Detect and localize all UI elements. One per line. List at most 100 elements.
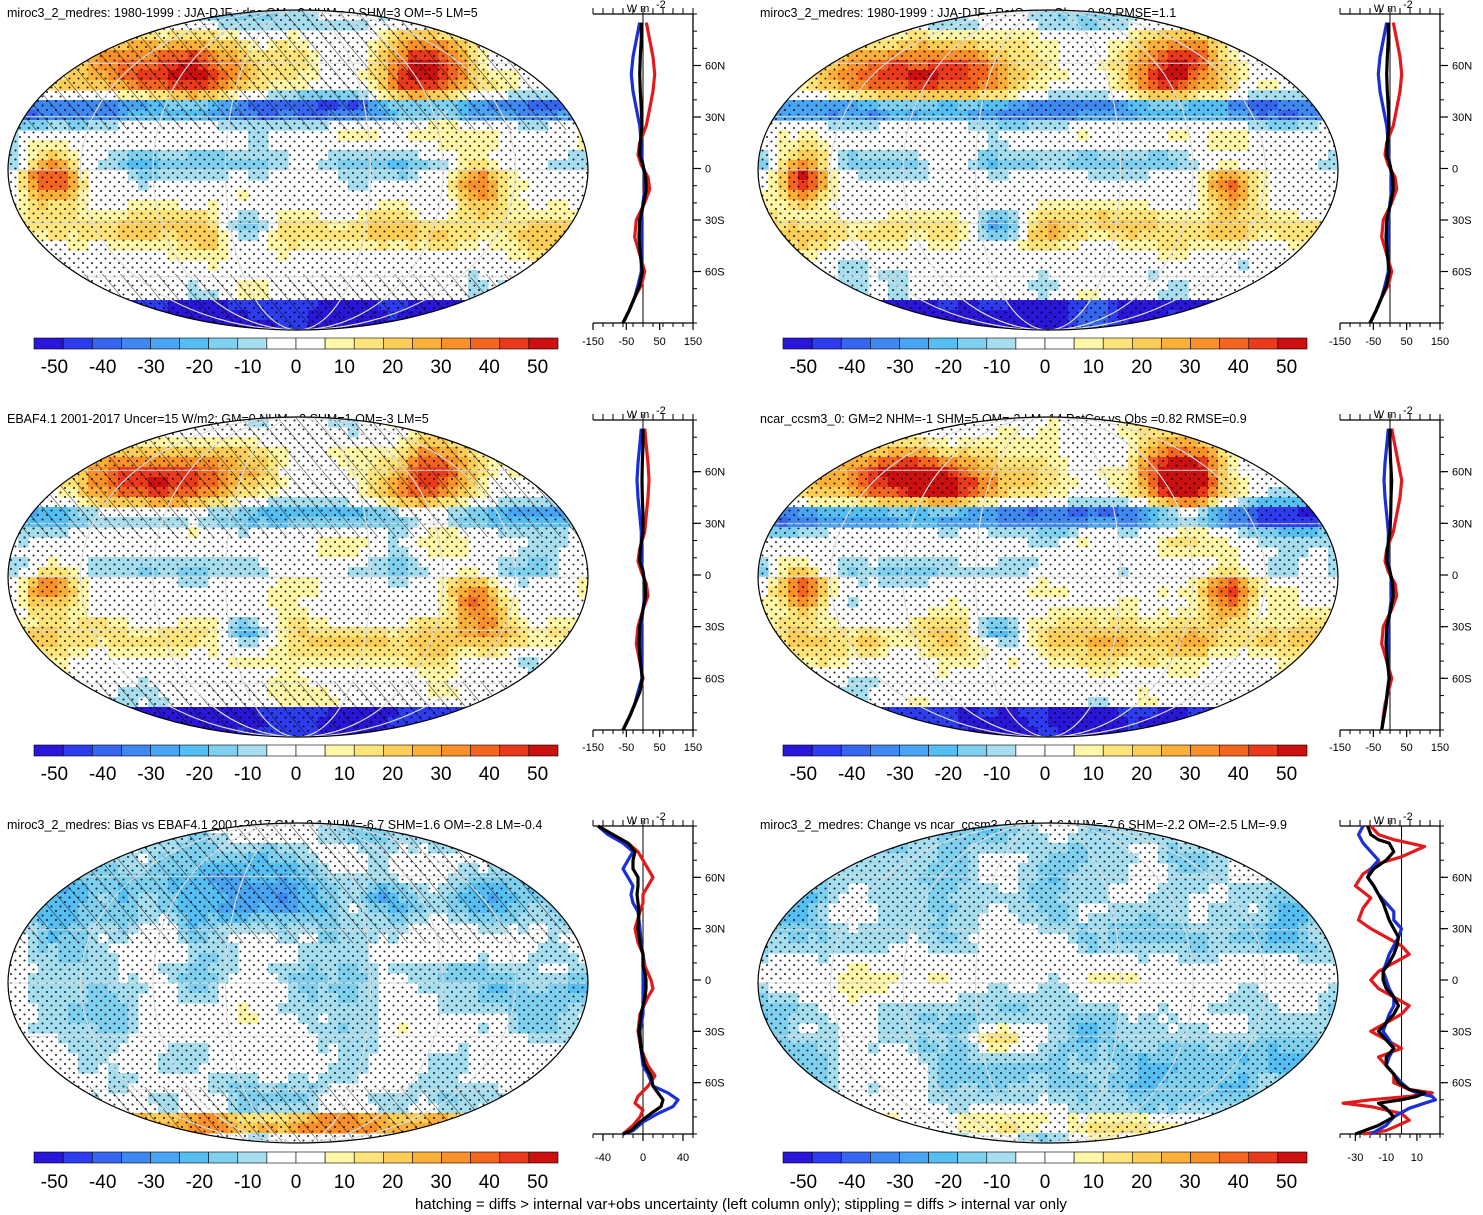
colorbar-bin bbox=[121, 1151, 151, 1164]
colorbar-tick-label: 0 bbox=[291, 1172, 302, 1193]
zonal-unit-label: W m bbox=[1374, 815, 1397, 827]
colorbar: -50 -40 -30 -20 -10 0 10 20 30 40 50 bbox=[33, 337, 559, 378]
colorbar-tick-label: -40 bbox=[89, 1172, 116, 1193]
colorbar-bin bbox=[499, 744, 530, 757]
colorbar: -50 -40 -30 -20 -10 0 10 20 30 40 50 bbox=[782, 1151, 1308, 1193]
colorbar-bin bbox=[62, 337, 93, 350]
zonal-lat-label: 30N bbox=[1452, 112, 1472, 124]
colorbar-bin bbox=[91, 1151, 122, 1164]
zonal-line-black bbox=[597, 824, 665, 1136]
colorbar-tick-label: 30 bbox=[1179, 357, 1200, 378]
colorbar-bin bbox=[383, 1151, 413, 1164]
colorbar-bin bbox=[1102, 744, 1133, 757]
colorbar-bin bbox=[237, 337, 268, 350]
colorbar-bin bbox=[1219, 744, 1250, 757]
zonal-x-tick-label: 150 bbox=[1431, 336, 1449, 348]
colorbar-bin bbox=[150, 337, 180, 350]
colorbar-bin bbox=[383, 744, 413, 757]
colorbar-tick-label: 40 bbox=[479, 764, 500, 785]
zonal-lat-label: 30S bbox=[705, 1026, 725, 1038]
zonal-lat-label: 30S bbox=[705, 215, 725, 227]
colorbar-bin bbox=[412, 744, 442, 757]
colorbar-bin bbox=[870, 744, 900, 757]
colorbar-bin bbox=[1161, 744, 1191, 757]
colorbar-tick-label: 50 bbox=[1276, 764, 1297, 785]
colorbar-bin bbox=[1277, 744, 1308, 757]
hatching bbox=[8, 823, 588, 943]
zonal-lat-label: 30N bbox=[1452, 518, 1472, 530]
colorbar-tick-label: 40 bbox=[1228, 764, 1249, 785]
colorbar-tick-label: -10 bbox=[983, 357, 1010, 378]
zonal-line-black bbox=[1380, 428, 1395, 731]
colorbar-bin bbox=[1044, 337, 1075, 350]
zonal-x-tick-label: 10 bbox=[1411, 1152, 1423, 1164]
zonal-x-tick-label: 50 bbox=[654, 336, 666, 348]
zonal-lat-label: 60N bbox=[1452, 61, 1472, 73]
colorbar-bin bbox=[1190, 337, 1220, 350]
colorbar: -50 -40 -30 -20 -10 0 10 20 30 40 50 bbox=[33, 744, 559, 785]
colorbar-bin bbox=[928, 337, 958, 350]
zonal-x-tick-label: -40 bbox=[595, 1152, 611, 1164]
zonal-mean-plot: -150 -50 50 150 W m -2 60N 30N 0 30S 60S bbox=[582, 0, 725, 348]
zonal-x-tick-label: 50 bbox=[654, 742, 666, 754]
colorbar-tick-label: -10 bbox=[983, 764, 1010, 785]
zonal-lat-label: 30N bbox=[705, 112, 725, 124]
colorbar-bin bbox=[1190, 744, 1220, 757]
map-border bbox=[7, 416, 589, 738]
colorbar-bin bbox=[957, 337, 988, 350]
colorbar-bin bbox=[1132, 1151, 1162, 1164]
zonal-lat-label: 30S bbox=[705, 622, 725, 634]
hatching bbox=[8, 10, 588, 130]
colorbar-tick-label: -40 bbox=[838, 357, 865, 378]
zonal-lat-label: 60N bbox=[705, 467, 725, 479]
colorbar: -50 -40 -30 -20 -10 0 10 20 30 40 50 bbox=[33, 1151, 559, 1193]
zonal-lat-label: 60N bbox=[705, 61, 725, 73]
zonal-lat-label: 60S bbox=[705, 267, 725, 279]
colorbar-tick-label: -30 bbox=[137, 1172, 164, 1193]
colorbar-bin bbox=[91, 337, 122, 350]
map-border bbox=[757, 416, 1339, 738]
colorbar-bin bbox=[470, 744, 501, 757]
map-field bbox=[8, 417, 588, 737]
colorbar-bin bbox=[208, 1151, 239, 1164]
zonal-lat-label: 30S bbox=[1452, 215, 1472, 227]
colorbar-bin bbox=[528, 744, 559, 757]
zonal-mean-plot: -30 -10 10 W m -2 60N 30N 0 30S 60S bbox=[1339, 811, 1472, 1164]
colorbar-tick-label: -50 bbox=[41, 764, 68, 785]
colorbar-bin bbox=[811, 744, 842, 757]
colorbar-tick-label: 10 bbox=[334, 1172, 355, 1193]
zonal-x-tick-label: -150 bbox=[1329, 336, 1351, 348]
colorbar-bin bbox=[1102, 337, 1133, 350]
colorbar-tick-label: 10 bbox=[1083, 764, 1104, 785]
zonal-line-black bbox=[621, 428, 648, 731]
map-field bbox=[758, 823, 1338, 1143]
colorbar-bin bbox=[266, 337, 297, 350]
zonal-lat-label: 30N bbox=[705, 518, 725, 530]
colorbar-bin bbox=[1015, 1151, 1046, 1164]
colorbar-bin bbox=[928, 744, 958, 757]
colorbar-bin bbox=[1132, 337, 1162, 350]
zonal-lat-label: 60N bbox=[1452, 872, 1472, 884]
colorbar-bin bbox=[782, 337, 813, 350]
colorbar-bin bbox=[33, 744, 64, 757]
colorbar-tick-label: 40 bbox=[479, 1172, 500, 1193]
panel-bottom-left: miroc3_2_medres: Bias vs EBAF4.1 2001-20… bbox=[7, 811, 725, 1193]
zonal-lat-label: 0 bbox=[1452, 570, 1458, 582]
panel-middle-left: EBAF4.1 2001-2017 Uncer=15 W/m2: GM=0 NH… bbox=[7, 405, 725, 785]
zonal-unit-exponent: -2 bbox=[1403, 811, 1413, 823]
colorbar-tick-label: 30 bbox=[430, 764, 451, 785]
colorbar-bin bbox=[840, 337, 871, 350]
colorbar-tick-label: -20 bbox=[186, 1172, 213, 1193]
colorbar-bin bbox=[1161, 337, 1191, 350]
zonal-x-tick-label: -150 bbox=[582, 742, 604, 754]
zonal-unit-exponent: -2 bbox=[656, 811, 666, 823]
zonal-lat-label: 30N bbox=[1452, 924, 1472, 936]
colorbar-bin bbox=[121, 337, 151, 350]
map-field bbox=[758, 417, 1338, 737]
colorbar-bin bbox=[324, 337, 355, 350]
zonal-x-tick-label: -50 bbox=[618, 742, 634, 754]
panel-top-left: miroc3_2_medres: 1980-1999 : JJA-DJF : r… bbox=[7, 0, 725, 378]
colorbar-bin bbox=[986, 1151, 1017, 1164]
colorbar-bin bbox=[1015, 337, 1046, 350]
